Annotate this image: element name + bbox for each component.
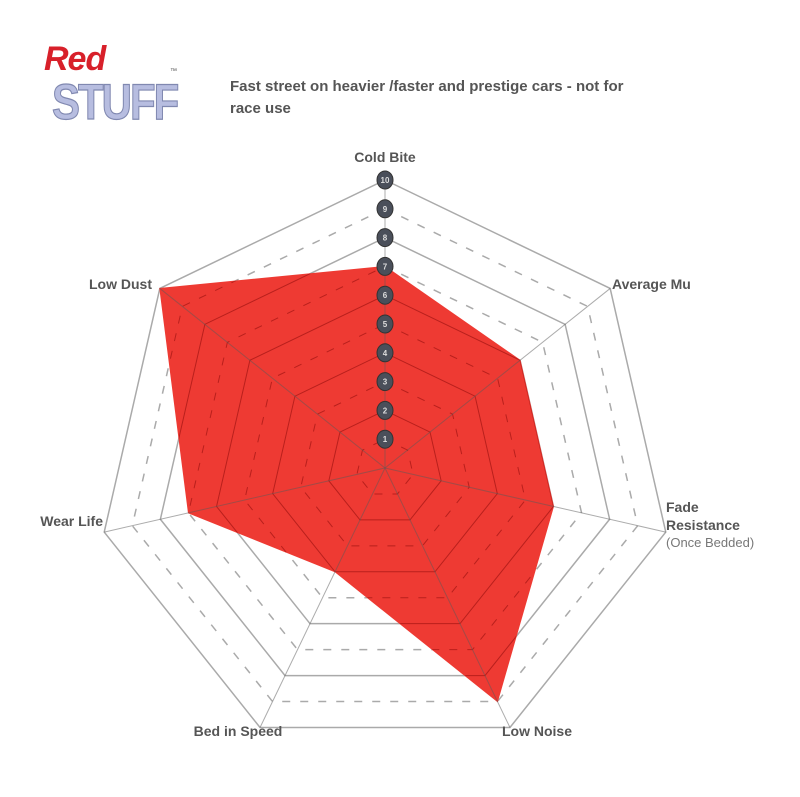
scale-marker-label: 3 — [383, 378, 388, 387]
scale-marker — [376, 170, 394, 190]
scale-marker-label: 5 — [383, 320, 388, 329]
scale-marker — [376, 400, 394, 420]
axis-spoke — [384, 467, 666, 533]
logo-text-stuff: STUFF — [51, 73, 179, 131]
trademark: ™ — [170, 68, 177, 75]
scale-marker — [376, 314, 394, 334]
grid-ring-10 — [103, 179, 667, 729]
axis-label: Cold Bite — [354, 149, 416, 165]
scale-marker — [376, 285, 394, 305]
scale-marker — [376, 256, 394, 276]
scale-marker-label: 8 — [383, 234, 388, 243]
axis-spoke — [384, 288, 611, 469]
scale-marker — [376, 429, 394, 449]
axis-spoke — [104, 467, 386, 533]
grid-ring-overlay-1 — [356, 438, 414, 495]
logo-text-red: Red — [44, 40, 106, 78]
scale-marker-label: 2 — [383, 406, 388, 415]
scale-marker — [376, 343, 394, 363]
axis-label: Wear Life — [40, 513, 103, 529]
scale-marker-label: 1 — [383, 435, 388, 444]
axis-spoke — [159, 288, 386, 469]
axis-label: Low Dust — [89, 276, 152, 292]
scale-marker — [376, 228, 394, 248]
grid-ring-7 — [187, 265, 583, 651]
axis-label: Bed in Speed — [194, 723, 283, 739]
axis-sublabel: (Once Bedded) — [666, 535, 754, 550]
axis-label: Fade — [666, 499, 699, 515]
grid-ring-overlay-2 — [328, 409, 442, 521]
grid-ring-overlay-5 — [244, 323, 526, 599]
axis-label: Resistance — [666, 517, 740, 533]
axis-label: Average Mu — [612, 276, 691, 292]
axis-spoke — [259, 467, 386, 728]
scale-marker-label: 10 — [381, 176, 390, 185]
grid-ring-overlay-3 — [300, 381, 470, 547]
chart-subtitle: Fast street on heavier /faster and prest… — [230, 78, 624, 117]
data-area — [159, 265, 554, 703]
scale-marker-label: 9 — [383, 205, 388, 214]
axis-label: Low Noise — [502, 723, 572, 739]
scale-marker-label: 7 — [383, 262, 388, 271]
axis-spoke — [384, 467, 511, 728]
scale-marker-label: 4 — [383, 349, 388, 358]
grid-ring-overlay-4 — [272, 352, 498, 573]
scale-marker-label: 6 — [383, 291, 388, 300]
red-stuff-logo: Red STUFF ™ — [42, 38, 182, 138]
scale-marker — [376, 199, 394, 219]
scale-marker — [376, 372, 394, 392]
